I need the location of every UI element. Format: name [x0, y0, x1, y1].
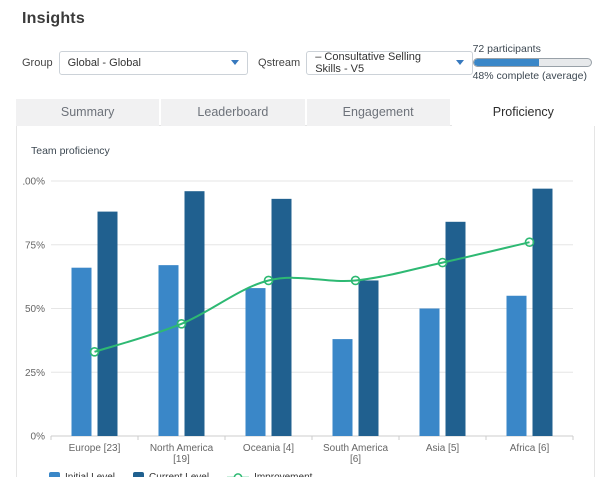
svg-text:0%: 0%	[31, 432, 46, 443]
svg-text:North America: North America	[150, 443, 214, 454]
tab-summary[interactable]: Summary	[16, 99, 159, 126]
svg-text:South America: South America	[323, 443, 388, 454]
team-proficiency-chart[interactable]: 0%25%50%75%100%Europe [23]North America[…	[23, 165, 593, 467]
svg-text:100%: 100%	[23, 177, 45, 188]
svg-text:[19]: [19]	[173, 454, 190, 465]
chart-title: Team proficiency	[31, 145, 110, 157]
tab-engagement[interactable]: Engagement	[307, 99, 450, 126]
group-select-value: Global - Global	[68, 57, 141, 69]
legend-item-initial-level[interactable]: Initial Level	[49, 472, 115, 477]
completion-progress-bar	[473, 58, 592, 67]
legend-label: Current Level	[149, 472, 209, 477]
tab-leaderboard[interactable]: Leaderboard	[161, 99, 304, 126]
legend-item-current-level[interactable]: Current Level	[133, 472, 209, 477]
chevron-down-icon	[456, 60, 464, 65]
legend-label: Initial Level	[65, 472, 115, 477]
proficiency-panel: Team proficiency 0% 25% 50% 75% 100% Europe […	[16, 125, 595, 477]
page-header: Insights	[0, 0, 610, 28]
participants-summary: 72 participants 48% complete (average)	[473, 43, 592, 82]
group-label: Group	[22, 57, 53, 69]
completion-average: 48% complete (average)	[473, 70, 592, 82]
svg-text:50%: 50%	[25, 304, 45, 315]
svg-text:Africa [6]: Africa [6]	[510, 443, 550, 454]
current-level-swatch	[133, 472, 144, 477]
filter-bar: Group Global - Global Qstream – Consulta…	[22, 43, 592, 82]
qstream-select-value: – Consultative Selling Skills - V5	[315, 51, 447, 75]
svg-text:Oceania [4]: Oceania [4]	[243, 443, 294, 454]
svg-text:[6]: [6]	[350, 454, 361, 465]
tab-proficiency[interactable]: Proficiency	[452, 99, 595, 126]
legend-label: Improvement	[254, 472, 312, 477]
qstream-label: Qstream	[258, 57, 300, 69]
chart-legend: Initial Level Current Level Improvement	[49, 472, 312, 477]
svg-text:Europe [23]: Europe [23]	[69, 443, 121, 454]
qstream-select[interactable]: – Consultative Selling Skills - V5	[306, 51, 472, 75]
page-title: Insights	[22, 10, 610, 28]
group-select[interactable]: Global - Global	[59, 51, 248, 75]
participants-count: 72 participants	[473, 43, 592, 55]
chevron-down-icon	[231, 60, 239, 65]
completion-progress-fill	[474, 59, 540, 66]
legend-item-improvement[interactable]: Improvement	[227, 472, 312, 477]
initial-level-swatch	[49, 472, 60, 477]
improvement-swatch	[227, 472, 249, 477]
svg-text:Asia [5]: Asia [5]	[426, 443, 460, 454]
svg-text:25%: 25%	[25, 368, 45, 379]
tab-bar: Summary Leaderboard Engagement Proficien…	[16, 99, 595, 126]
svg-text:75%: 75%	[25, 240, 45, 251]
